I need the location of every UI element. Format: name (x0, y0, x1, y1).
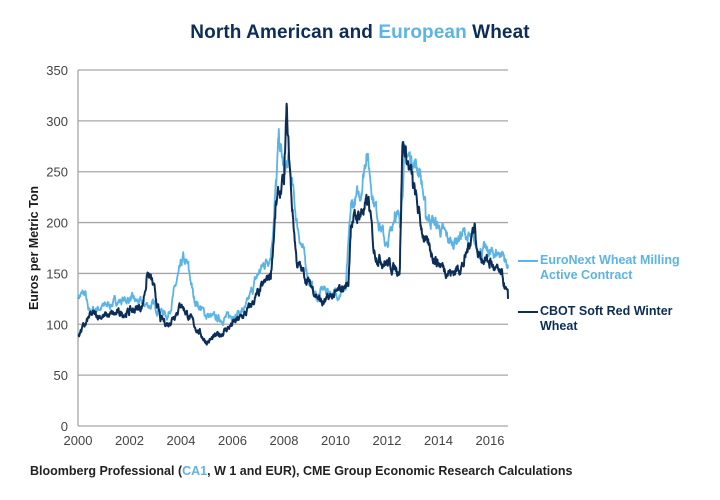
series-line-cbot (77, 102, 509, 346)
title-part1: North American and (190, 22, 379, 43)
x-tick-2010: 2010 (321, 433, 350, 448)
x-tick-labels: 2000 2002 2004 2006 2008 2010 2012 2014 2016 (64, 433, 505, 448)
y-tick-150: 150 (46, 266, 68, 281)
series-lines (77, 102, 509, 346)
title-part2: Wheat (466, 22, 530, 43)
legend-label-euronext-line1: EuroNext Wheat Milling (540, 253, 680, 267)
x-tick-2002: 2002 (115, 433, 144, 448)
legend-label-cbot-line1: CBOT Soft Red Winter (540, 304, 673, 318)
source-part1: Bloomberg Professional ( (30, 464, 183, 478)
source-highlight: CA1 (182, 464, 208, 478)
y-tick-350: 350 (46, 63, 68, 78)
legend-label-euronext-line2: Active Contract (540, 268, 633, 282)
title-highlight: European (378, 22, 467, 43)
gridlines (78, 69, 508, 427)
x-tick-2000: 2000 (64, 433, 93, 448)
y-tick-labels: 0 50 100 150 200 250 300 350 (46, 63, 68, 434)
chart-title: North American and European Wheat (0, 22, 720, 44)
y-tick-300: 300 (46, 114, 68, 129)
source-part2: , W 1 and EUR), CME Group Economic Resea… (207, 464, 573, 478)
y-tick-250: 250 (46, 165, 68, 180)
y-tick-100: 100 (46, 317, 68, 332)
x-tick-2014: 2014 (424, 433, 453, 448)
x-tick-2004: 2004 (167, 433, 196, 448)
legend-label-cbot-line2: Wheat (540, 319, 578, 333)
legend-cbot: CBOT Soft Red Winter Wheat (518, 304, 720, 334)
y-tick-50: 50 (54, 368, 68, 383)
x-tick-2006: 2006 (218, 433, 247, 448)
x-tick-2012: 2012 (373, 433, 402, 448)
legend-euronext: EuroNext Wheat Milling Active Contract (518, 253, 720, 283)
legend-swatch-euronext (518, 260, 538, 262)
series-line-euronext (77, 128, 509, 327)
source-note: Bloomberg Professional (CA1, W 1 and EUR… (30, 464, 572, 478)
x-tick-2008: 2008 (270, 433, 299, 448)
x-tick-2016: 2016 (476, 433, 505, 448)
y-tick-200: 200 (46, 216, 68, 231)
legend-swatch-cbot (518, 311, 538, 313)
y-axis-label: Euros per Metric Ton (27, 186, 41, 310)
y-tick-0: 0 (61, 419, 68, 434)
